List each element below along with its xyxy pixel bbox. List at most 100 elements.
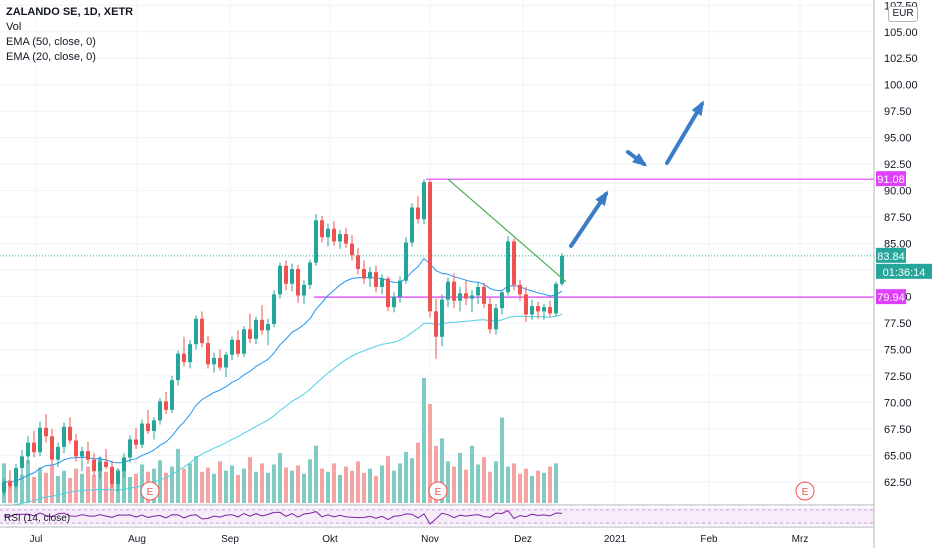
price-tick-label: 87.50 — [884, 212, 912, 224]
candle-body — [350, 243, 354, 256]
candle-body — [500, 292, 504, 309]
volume-bar — [458, 453, 462, 503]
price-tick-label: 105.00 — [884, 27, 918, 39]
rsi-label: RSI (14, close) — [4, 513, 70, 524]
legend-volume[interactable]: Vol — [6, 21, 22, 33]
volume-bar — [8, 480, 12, 503]
volume-bar — [188, 463, 192, 503]
candle-body — [344, 234, 348, 244]
time-tick-label: Jul — [30, 534, 43, 545]
price-tick-label: 85.00 — [884, 239, 912, 251]
candle-body — [104, 461, 108, 467]
price-tick-label: 70.00 — [884, 397, 912, 409]
volume-bar — [278, 453, 282, 503]
candlesticks — [2, 179, 564, 496]
volume-bar — [206, 467, 210, 503]
volume-bar — [272, 464, 276, 503]
currency-button[interactable]: EUR — [888, 6, 918, 22]
level-price-tag — [876, 289, 906, 305]
candle-body — [92, 459, 96, 472]
volume-bar — [392, 470, 396, 503]
candle-body — [470, 295, 474, 299]
candle-body — [548, 307, 552, 314]
candle-body — [80, 451, 84, 457]
candle-body — [296, 268, 300, 296]
candle-body — [278, 265, 282, 295]
legend-ema50[interactable]: EMA (50, close, 0) — [6, 36, 96, 48]
ema-lines — [3, 257, 563, 506]
time-tick-label: 2021 — [604, 534, 627, 545]
last-price-tag — [876, 247, 906, 263]
volume-bar — [332, 463, 336, 503]
candle-body — [140, 423, 144, 445]
earnings-marker — [140, 481, 160, 501]
volume-bar — [434, 445, 438, 503]
candle-body — [488, 303, 492, 330]
legend-ema20[interactable]: EMA (20, close, 0) — [6, 51, 96, 63]
candle-body — [416, 207, 420, 220]
candle-body — [14, 468, 18, 487]
volume-bar — [170, 466, 174, 503]
volume-bar — [80, 473, 84, 503]
candle-body — [410, 207, 414, 243]
volume-bar — [50, 465, 54, 503]
candle-body — [314, 220, 318, 263]
price-tick-label: 62.50 — [884, 477, 912, 489]
candle-body — [368, 272, 372, 279]
volume-bar — [104, 471, 108, 503]
volume-bar — [302, 473, 306, 503]
candle-body — [98, 461, 102, 472]
candle-body — [188, 344, 192, 363]
candle-body — [542, 307, 546, 312]
volume-bar — [536, 470, 540, 503]
candle-body — [446, 281, 450, 300]
price-tick-label: 97.50 — [884, 106, 912, 118]
legend: ZALANDO SE, 1D, XETR Vol EMA (50, close,… — [6, 5, 133, 65]
volume-bar — [86, 466, 90, 503]
volume-bar — [482, 457, 486, 503]
volume-bar — [212, 473, 216, 503]
volume-bar — [26, 460, 30, 503]
time-tick-label: Okt — [322, 534, 338, 545]
volume-bar — [518, 473, 522, 503]
candle-body — [404, 242, 408, 281]
volume-bar — [92, 474, 96, 503]
time-tick-label: Mrz — [792, 534, 809, 545]
level-price-label: 79.94 — [877, 292, 905, 304]
volume-bar — [344, 466, 348, 503]
symbol-title[interactable]: ZALANDO SE, 1D, XETR — [6, 6, 134, 18]
candle-body — [320, 220, 324, 238]
volume-bar — [68, 478, 72, 503]
volume-bar — [374, 475, 378, 503]
candle-body — [464, 293, 468, 299]
candle-body — [170, 380, 174, 410]
price-tick-label: 95.00 — [884, 133, 912, 145]
time-tick-label: Dez — [514, 534, 532, 545]
volume-bar — [218, 461, 222, 503]
volume-bar — [260, 463, 264, 503]
candle-body — [332, 228, 336, 242]
rsi-line — [3, 509, 563, 525]
candle-body — [32, 442, 36, 453]
price-tick-label: 67.50 — [884, 424, 912, 436]
candle-body — [380, 278, 384, 287]
ema20-line — [3, 257, 563, 483]
arrow-up-1-head — [595, 190, 609, 206]
volume-bar — [128, 476, 132, 503]
candle-body — [8, 481, 12, 487]
time-axis: Jul Aug Sep Okt Nov Dez 2021 Feb Mrz — [0, 526, 874, 545]
volume-bar — [524, 468, 528, 503]
price-axis: 62.5065.0067.5070.0072.5075.0077.5080.00… — [873, 0, 932, 548]
volume-bar — [134, 473, 138, 503]
price-tick-label: 65.00 — [884, 450, 912, 462]
candle-body — [200, 318, 204, 344]
volume-bar — [284, 467, 288, 503]
candle-body — [530, 306, 534, 315]
volume-bar — [398, 463, 402, 503]
level-price-tag — [876, 171, 906, 187]
volume-bar — [158, 460, 162, 503]
time-tick-label: Sep — [221, 534, 239, 545]
rsi-panel: RSI (14, close) — [0, 504, 874, 525]
